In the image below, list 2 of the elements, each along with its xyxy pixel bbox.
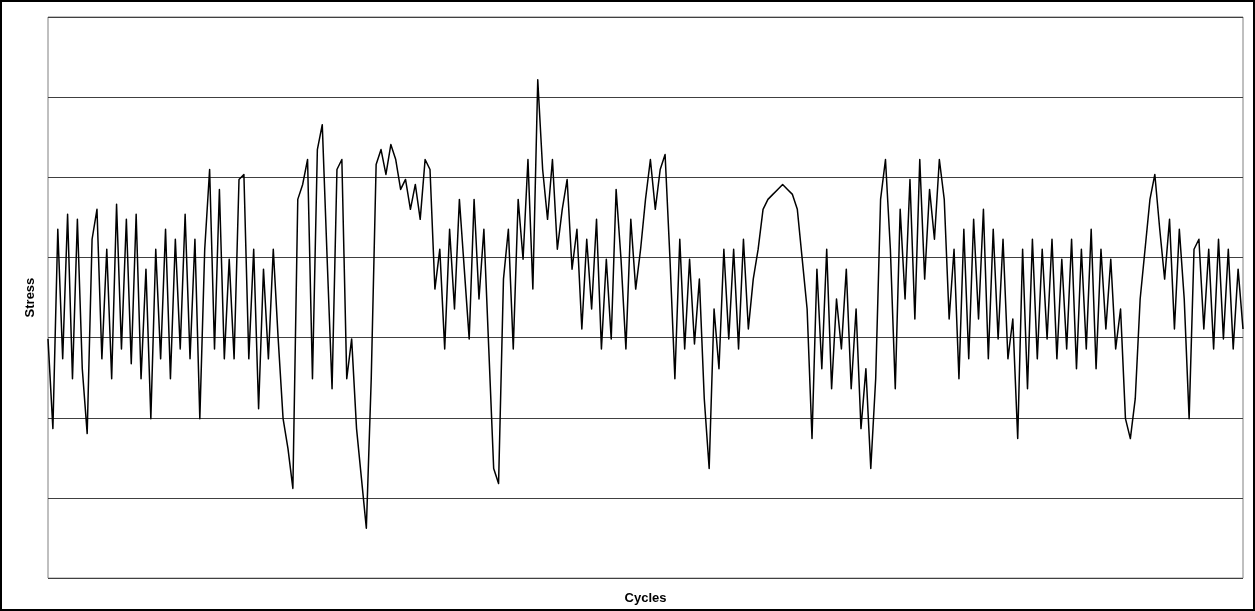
x-axis-title: Cycles xyxy=(624,590,667,605)
y-axis-title: Stress xyxy=(22,277,37,318)
